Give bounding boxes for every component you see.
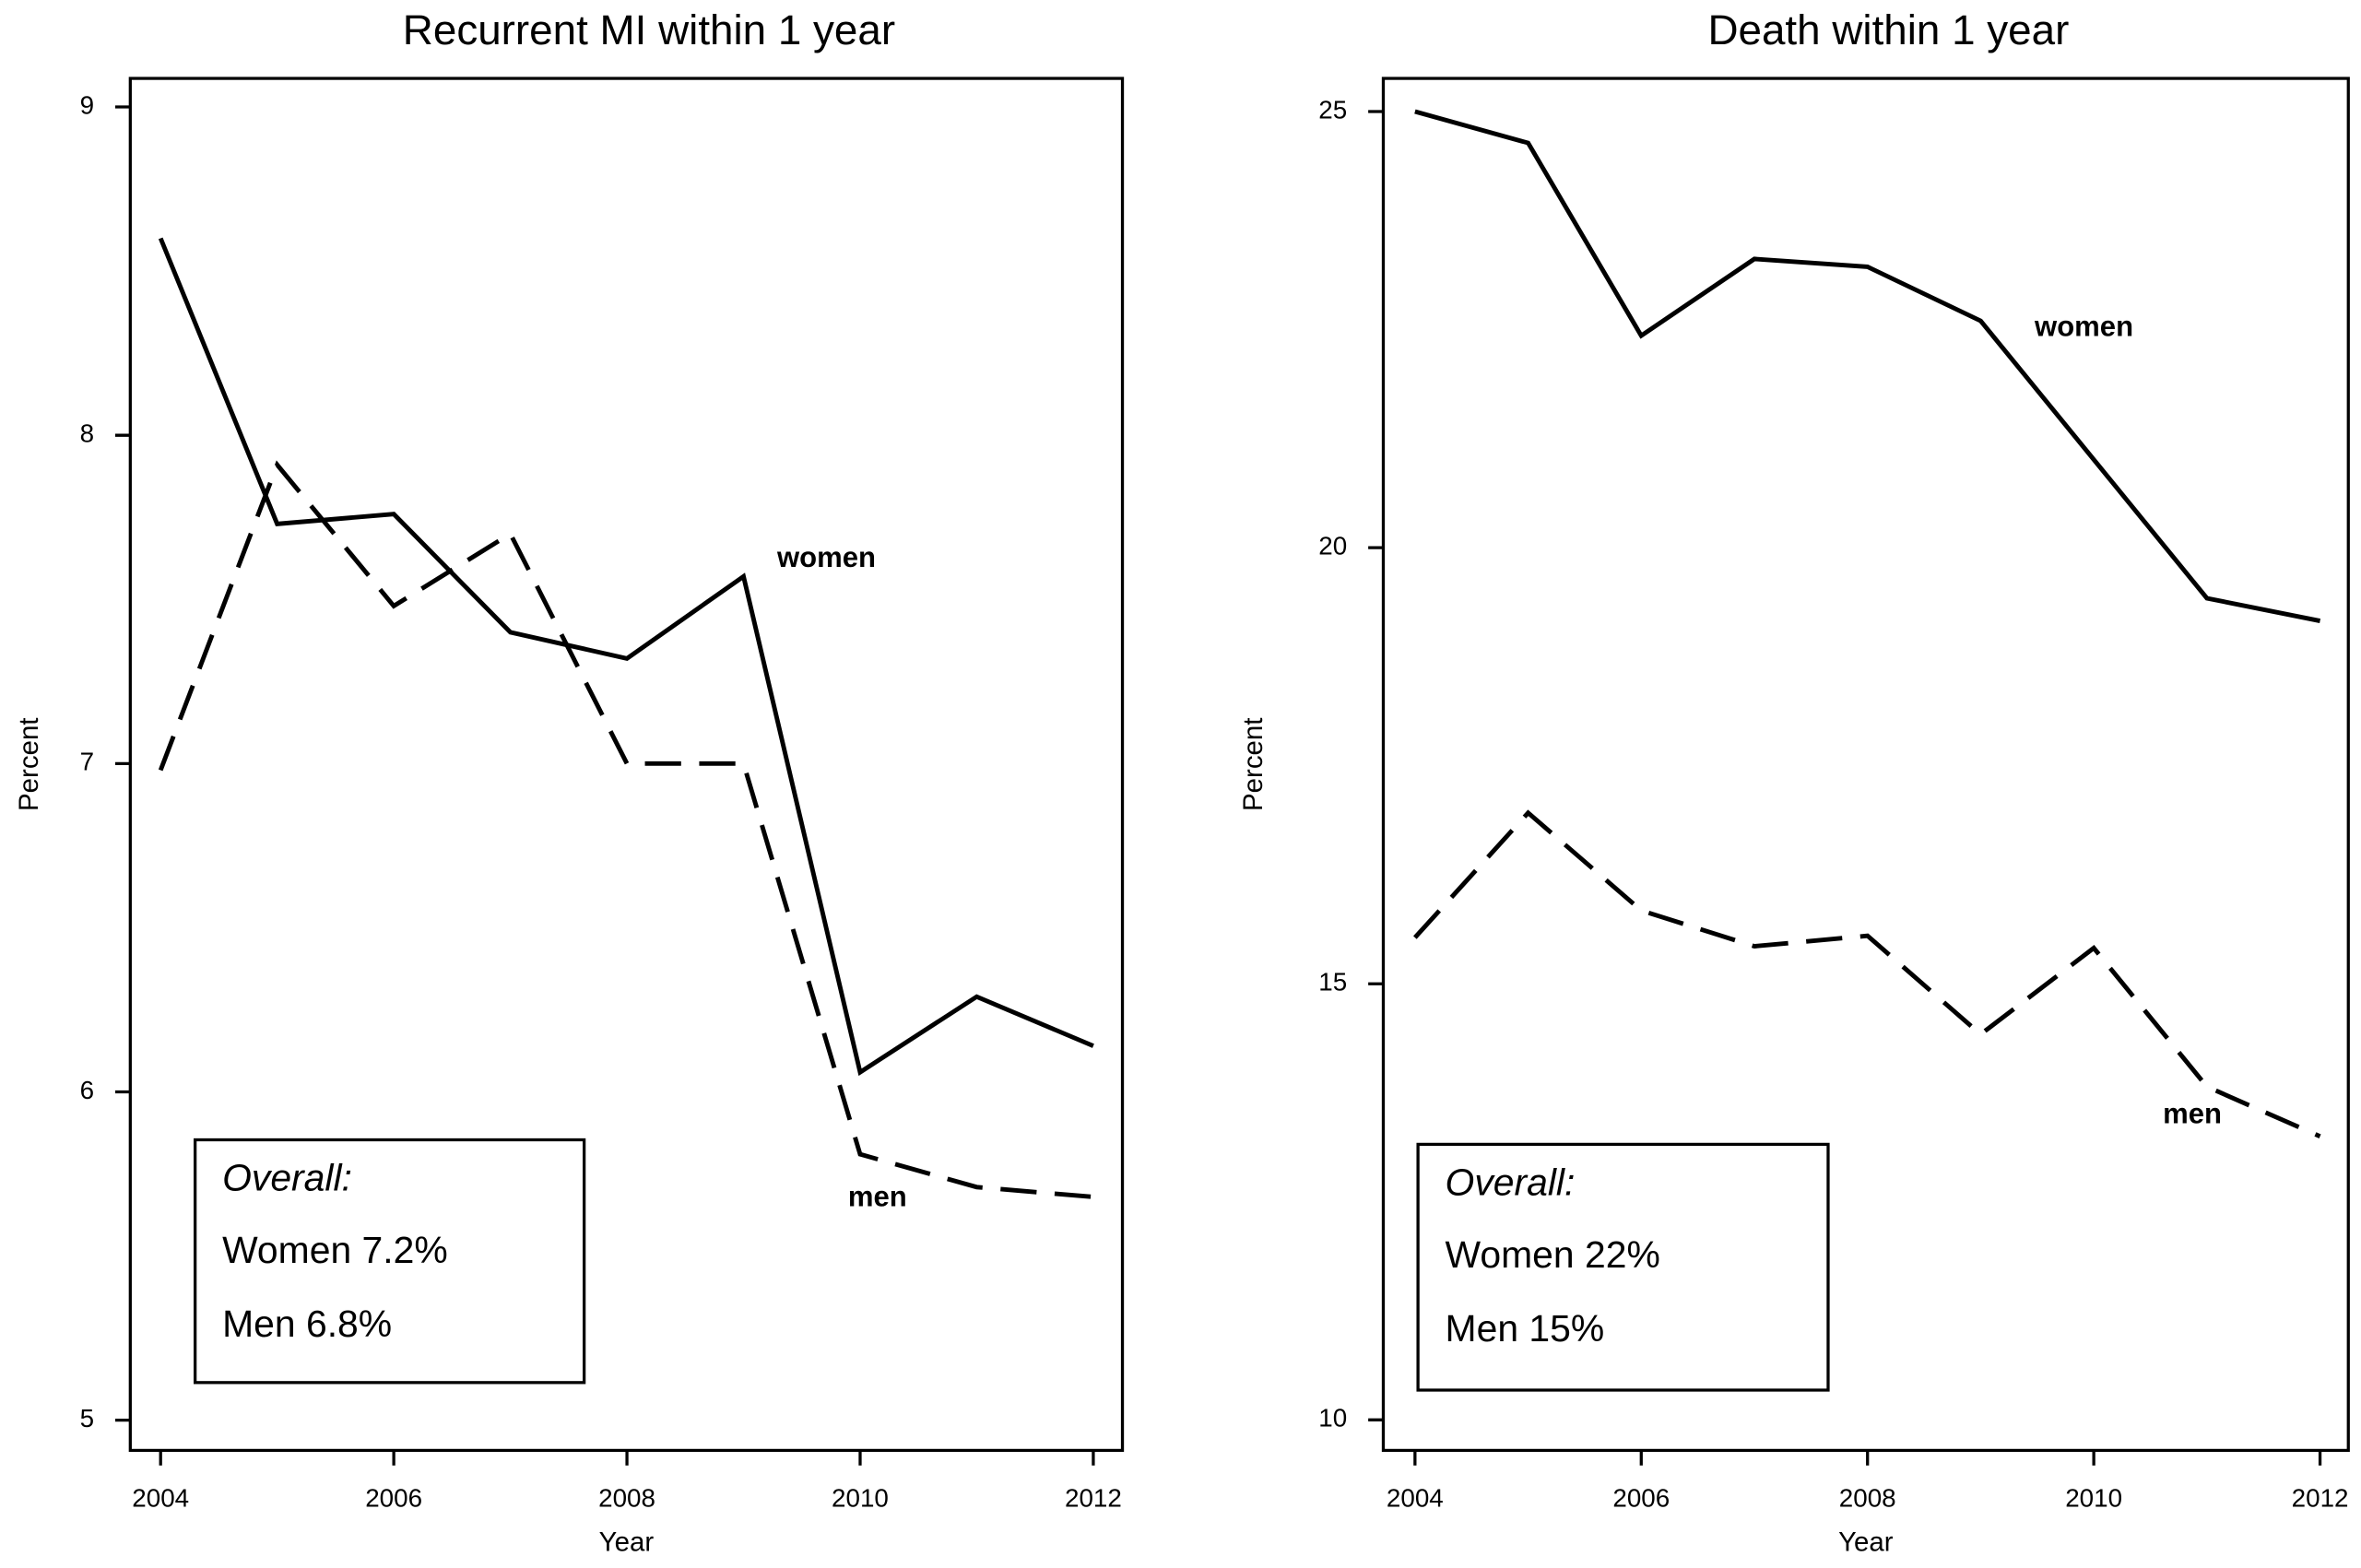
x-tick-label: 2010: [832, 1484, 889, 1513]
chart-title: Death within 1 year: [1707, 6, 2069, 53]
series-line: [158, 237, 1094, 1077]
y-tick-label: 10: [1318, 1404, 1347, 1432]
y-tick-label: 25: [1318, 95, 1347, 124]
y-tick-label: 8: [80, 419, 94, 448]
x-tick-label: 2006: [365, 1484, 422, 1513]
series-line: [1413, 809, 2321, 1139]
y-tick-label: 9: [80, 90, 94, 119]
x-tick-label: 2008: [1839, 1484, 1896, 1513]
x-tick-label: 2006: [1612, 1484, 1670, 1513]
series-label: men: [2163, 1098, 2222, 1130]
annotation-line: Women 7.2%: [222, 1229, 448, 1271]
annotation-title: Overall:: [1446, 1161, 1576, 1203]
y-tick-label: 20: [1318, 531, 1347, 560]
y-axis-label: Percent: [1238, 718, 1269, 811]
series-label: women: [2034, 311, 2133, 343]
x-tick-label: 2004: [1387, 1484, 1444, 1513]
annotation-line: Men 15%: [1446, 1307, 1605, 1350]
series-line: [158, 460, 1094, 1199]
x-tick-label: 2008: [598, 1484, 655, 1513]
x-axis-label: Year: [599, 1527, 655, 1558]
x-tick-label: 2012: [2292, 1484, 2349, 1513]
x-axis-label: Year: [1838, 1527, 1894, 1558]
annotation-box: [194, 1138, 586, 1385]
x-tick-label: 2012: [1065, 1484, 1122, 1513]
series-label: women: [776, 541, 876, 573]
annotation-line: Men 6.8%: [222, 1303, 392, 1345]
series-line: [1414, 109, 2321, 623]
y-tick-label: 6: [80, 1076, 94, 1104]
annotation-line: Women 22%: [1446, 1233, 1660, 1276]
plot-frame: [1381, 77, 2350, 1453]
y-tick-label: 7: [80, 748, 94, 776]
annotation-box: [1416, 1142, 1830, 1392]
annotation-title: Overall:: [222, 1156, 352, 1198]
x-tick-label: 2010: [2065, 1484, 2122, 1513]
chart-title: Recurrent MI within 1 year: [403, 6, 895, 53]
series-label: men: [848, 1180, 907, 1212]
x-tick-label: 2004: [132, 1484, 189, 1513]
y-tick-label: 5: [80, 1404, 94, 1432]
y-axis-label: Percent: [14, 718, 44, 811]
y-tick-label: 15: [1318, 968, 1347, 996]
